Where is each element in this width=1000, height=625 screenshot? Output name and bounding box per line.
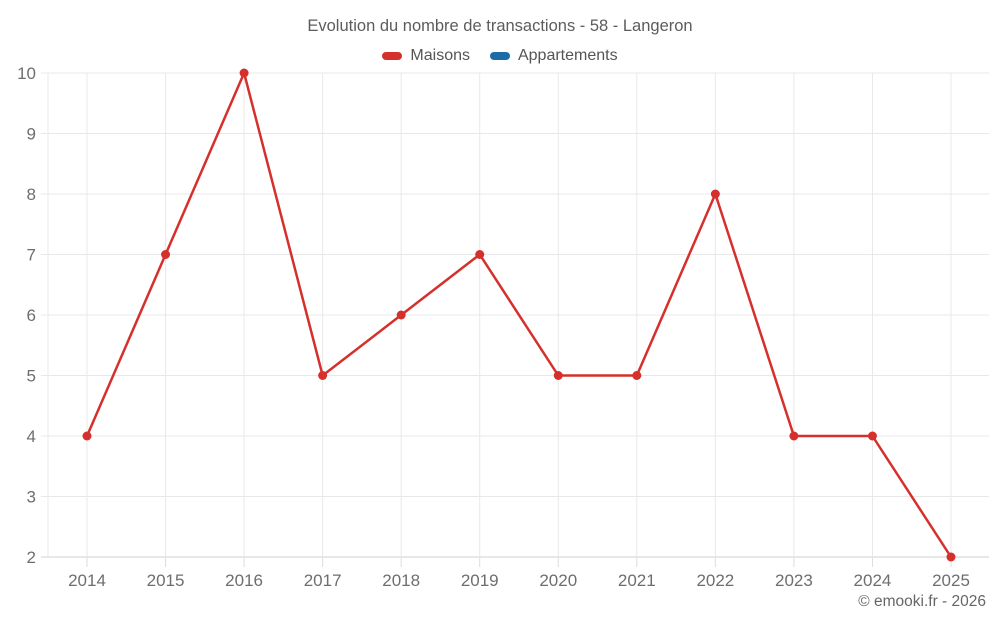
data-point-maisons-2018[interactable] bbox=[396, 310, 406, 320]
data-point-maisons-2022[interactable] bbox=[710, 189, 720, 199]
x-axis-label-2018: 2018 bbox=[382, 571, 420, 590]
y-axis-label-9: 9 bbox=[27, 125, 36, 144]
data-point-maisons-2019[interactable] bbox=[475, 250, 485, 259]
y-axis-label-8: 8 bbox=[27, 185, 36, 204]
legend-label-maisons: Maisons bbox=[410, 47, 470, 64]
x-axis-label-2016: 2016 bbox=[225, 571, 263, 590]
data-point-maisons-2016[interactable] bbox=[239, 68, 249, 78]
data-point-maisons-2014[interactable] bbox=[82, 431, 92, 441]
data-point-maisons-2015[interactable] bbox=[161, 250, 171, 259]
y-axis-label-7: 7 bbox=[27, 246, 36, 265]
series bbox=[82, 68, 956, 562]
x-axis-label-2017: 2017 bbox=[304, 571, 342, 590]
x-axis-label-2015: 2015 bbox=[147, 571, 185, 590]
y-axis-label-2: 2 bbox=[27, 548, 36, 567]
data-point-maisons-2021[interactable] bbox=[632, 371, 642, 380]
x-axis-label-2022: 2022 bbox=[696, 571, 734, 590]
legend-swatch-maisons bbox=[382, 52, 403, 60]
x-axis-label-2019: 2019 bbox=[461, 571, 499, 590]
x-axis-label-2021: 2021 bbox=[618, 571, 656, 590]
legend-label-appartements: Appartements bbox=[517, 47, 618, 64]
gridlines bbox=[41, 72, 989, 567]
legend: Maisons Appartements bbox=[0, 45, 1000, 67]
x-axis-label-2020: 2020 bbox=[539, 571, 577, 590]
legend-item-appartements[interactable]: Appartements bbox=[489, 47, 618, 65]
data-point-maisons-2024[interactable] bbox=[867, 431, 877, 441]
y-axis-label-5: 5 bbox=[27, 367, 36, 386]
data-point-maisons-2020[interactable] bbox=[553, 371, 563, 380]
page-title: Evolution du nombre de transactions - 58… bbox=[307, 17, 693, 35]
x-axis-label-2024: 2024 bbox=[854, 571, 892, 590]
y-axis-label-6: 6 bbox=[27, 306, 36, 325]
series-line-maisons bbox=[85, 71, 953, 559]
y-axis-label-10: 10 bbox=[17, 64, 36, 83]
legend-item-maisons[interactable]: Maisons bbox=[382, 47, 470, 65]
x-axis-label-2023: 2023 bbox=[775, 571, 813, 590]
x-axis-label-2025: 2025 bbox=[932, 571, 970, 590]
legend-swatch-appartements bbox=[489, 52, 510, 60]
y-axis-label-3: 3 bbox=[27, 488, 36, 507]
data-point-maisons-2025[interactable] bbox=[946, 552, 956, 562]
data-point-maisons-2017[interactable] bbox=[318, 371, 328, 380]
x-axis-label-2014: 2014 bbox=[68, 571, 106, 590]
axis-labels: 2 3 4 5 6 7 8 9 10 2014 2015 2016 2017 2018 2019 2020 20… bbox=[17, 64, 970, 590]
copyright-text: © emooki.fr - 2026 bbox=[858, 593, 986, 610]
data-point-maisons-2023[interactable] bbox=[789, 431, 799, 441]
y-axis-label-4: 4 bbox=[27, 427, 36, 446]
